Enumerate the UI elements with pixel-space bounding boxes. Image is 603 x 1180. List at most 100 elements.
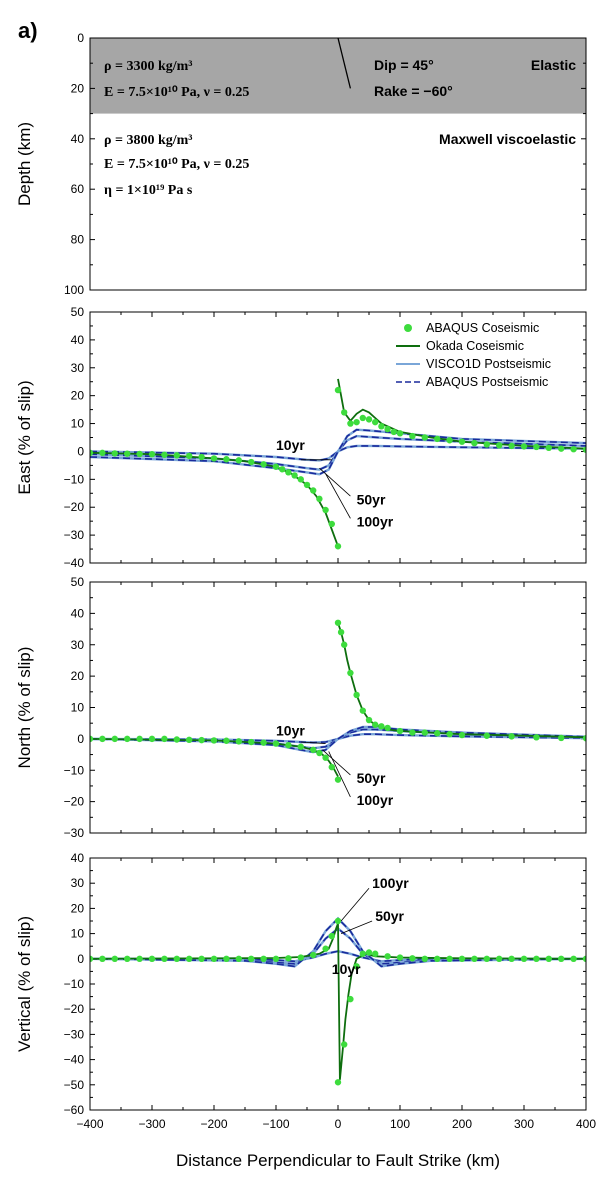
abaqus-coseismic-point [570,955,577,962]
abaqus-postseismic-10yr-line [90,445,586,462]
abaqus-coseismic-point [198,736,205,744]
x-axis-label: Distance Perpendicular to Fault Strike (… [176,1151,500,1170]
abaqus-coseismic-point [322,945,329,952]
fault-trace [337,37,352,89]
lower-viscosity: η = 1×10¹⁹ Pa s [104,183,193,198]
abaqus-coseismic-point [310,746,317,754]
annotation-100yr: 100yr [357,792,394,808]
east-plot-area [90,378,586,550]
abaqus-coseismic-point [235,955,242,962]
abaqus-coseismic-point [334,917,342,925]
abaqus-coseismic-point [291,472,298,479]
abaqus-coseismic-point [421,434,428,441]
x-tick-label: 300 [514,1117,534,1131]
abaqus-coseismic-point [409,729,416,736]
x-tick-label: 400 [576,1117,596,1131]
annotation-50yr: 50yr [375,908,404,924]
abaqus-coseismic-point [508,733,515,740]
y-tick-label: 10 [71,417,85,431]
y-tick-label: −20 [64,1002,85,1016]
abaqus-coseismic-point [334,386,342,394]
abaqus-coseismic-point [260,461,267,468]
abaqus-coseismic-point [458,438,466,445]
abaqus-coseismic-point [328,932,335,940]
model-y-ticks: 0 20 40 60 80 100 [64,31,586,297]
abaqus-coseismic-point [272,463,280,470]
abaqus-coseismic-point [260,739,267,746]
y-tick-label: −30 [64,826,85,840]
legend-label: Okada Coseismic [426,339,524,353]
annotation-pointer [328,751,351,798]
abaqus-coseismic-point [558,955,565,962]
annotation-10yr: 10yr [276,437,305,453]
model-panel: 0 20 40 60 80 100 Depth (km) ρ = 3300 kg/m³ E… [15,31,587,297]
y-tick-label: 0 [77,31,84,45]
north-frame [89,581,587,834]
abaqus-coseismic-point [409,955,416,962]
abaqus-coseismic-point [372,418,379,426]
abaqus-coseismic-point [545,444,552,452]
abaqus-coseismic-point [558,734,565,742]
east-frame [89,311,587,564]
annotation-10yr: 10yr [332,961,361,977]
abaqus-coseismic-point [378,423,385,430]
annotation-50yr: 50yr [357,770,386,786]
y-tick-label: 40 [71,606,85,620]
y-tick-label: −10 [64,763,85,777]
abaqus-coseismic-point [353,963,360,970]
abaqus-coseismic-point [99,955,106,962]
legend-swatch-dots [404,324,412,332]
abaqus-coseismic-point [210,955,218,962]
annotation-100yr: 100yr [372,875,409,891]
abaqus-coseismic-point [136,450,143,458]
abaqus-coseismic-point [260,955,267,962]
legend: ABAQUS Coseismic Okada Coseismic VISCO1D P… [390,318,583,394]
abaqus-coseismic-point [173,736,180,743]
legend-label: ABAQUS Postseismic [426,375,548,389]
abaqus-coseismic-point [396,430,404,437]
x-tick-label: −100 [262,1117,289,1131]
vertical-frame [89,857,587,1111]
abaqus-coseismic-point [124,955,131,962]
lower-modulus: E = 7.5×10¹⁰ Pa, ν = 0.25 [104,157,249,172]
abaqus-coseismic-point [520,955,528,962]
abaqus-coseismic-point [310,951,317,959]
abaqus-coseismic-point [533,443,540,451]
y-tick-label: 60 [71,182,85,196]
abaqus-coseismic-point [365,716,373,724]
abaqus-coseismic-point [446,955,453,962]
abaqus-coseismic-point [223,456,230,463]
abaqus-postseismic-100yr-line [90,726,586,753]
abaqus-coseismic-point [210,737,218,744]
upper-modulus: E = 7.5×10¹⁰ Pa, ν = 0.25 [104,85,249,100]
abaqus-coseismic-point [272,955,280,962]
y-tick-label: 20 [71,901,85,915]
model-y-axis-label: Depth (km) [15,122,34,206]
x-tick-label: −300 [138,1117,165,1131]
abaqus-coseismic-point [582,446,586,453]
north-plot-area [90,619,586,783]
abaqus-coseismic-point [347,995,354,1003]
north-y-axis-label: North (% of slip) [15,647,34,769]
abaqus-coseismic-point [421,955,428,962]
y-tick-label: −30 [64,528,85,542]
abaqus-coseismic-point [496,442,503,449]
viscoelastic-label: Maxwell viscoelastic [439,131,576,147]
abaqus-coseismic-point [186,452,193,460]
vertical-y-axis-label: Vertical (% of slip) [15,916,34,1052]
abaqus-coseismic-point [347,420,354,427]
y-tick-label: 50 [71,305,85,319]
x-tick-label: 200 [452,1117,472,1131]
okada-coseismic-line [90,923,586,1080]
abaqus-coseismic-point [359,707,366,714]
abaqus-coseismic-point [520,443,528,450]
abaqus-coseismic-point [90,955,94,962]
abaqus-coseismic-point [111,955,119,962]
abaqus-coseismic-point [471,955,478,962]
abaqus-coseismic-point [434,435,441,443]
annotation-10yr: 10yr [276,723,305,739]
abaqus-coseismic-point [198,955,205,962]
abaqus-coseismic-point [533,955,540,962]
abaqus-coseismic-point [328,763,335,771]
abaqus-coseismic-point [390,428,397,436]
